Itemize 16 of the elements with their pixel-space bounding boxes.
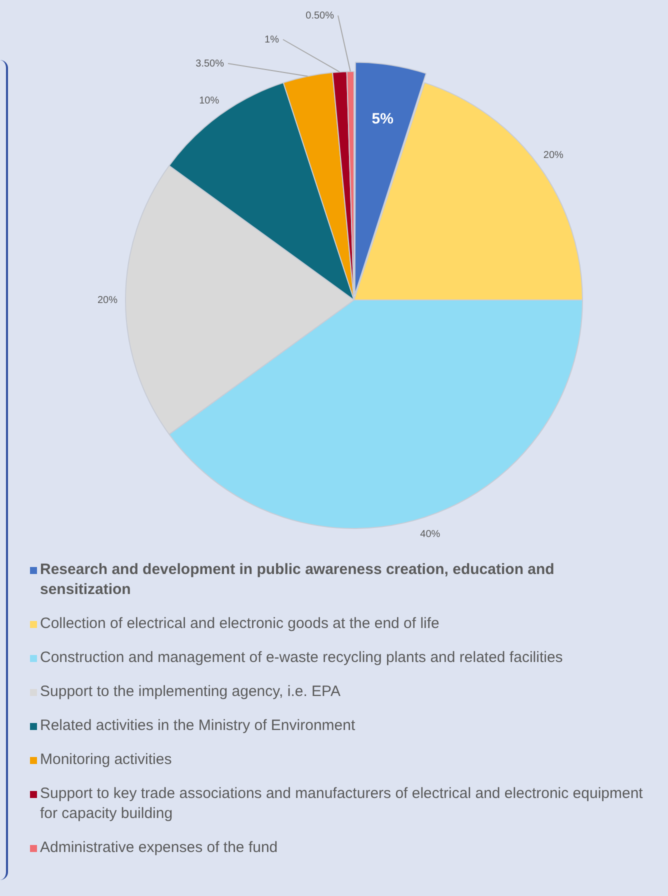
legend-label: Support to key trade associations and manufacturers of electrical and electronic equipment for capacity building — [40, 784, 644, 824]
data-label: 40% — [420, 529, 440, 540]
data-label: 0.50% — [306, 10, 334, 22]
legend-label: Construction and management of e-waste recycling plants and related facilities — [40, 648, 563, 668]
legend-label: Related activities in the Ministry of Environment — [40, 716, 356, 736]
data-label: 3.50% — [196, 58, 224, 70]
legend-label: Monitoring activities — [40, 750, 172, 770]
legend-label: Administrative expenses of the fund — [40, 838, 278, 858]
data-label: 10% — [199, 95, 220, 106]
data-label: 1% — [264, 34, 280, 46]
legend-label: Collection of electrical and electronic goods at the end of life — [40, 614, 440, 634]
legend-label: Research and development in public awareness creation, education and sensitization — [40, 560, 556, 600]
data-label: 20% — [97, 294, 118, 306]
data-label: 5% — [372, 110, 394, 128]
legend-label: Support to the implementing agency, i.e. EPA — [40, 682, 340, 702]
data-label: 20% — [543, 150, 564, 161]
